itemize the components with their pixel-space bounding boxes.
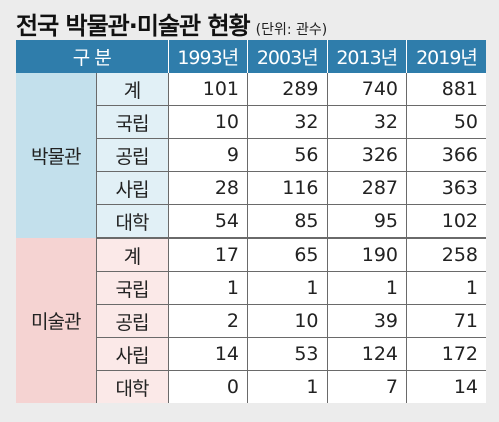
- cell-value: 1: [167, 271, 248, 305]
- cell-value: 56: [247, 138, 327, 172]
- cell-value: 1: [326, 271, 407, 305]
- cell-value: 14: [167, 337, 248, 371]
- table-row: 국립 1 1 1 1: [16, 271, 486, 305]
- cell-value: 7: [326, 370, 407, 403]
- cell-value: 124: [326, 337, 407, 371]
- table-row: 미술관 계 17 65 190 258: [16, 238, 486, 403]
- table-row: 국립 10 32 32 50: [16, 105, 486, 139]
- cell-value: 10: [167, 105, 248, 139]
- page-title: 전국 박물관·미술관 현황: [16, 12, 251, 40]
- cell-value: 28: [167, 171, 248, 205]
- table-row: 공립 9 56 326 366: [16, 138, 486, 172]
- table-row: 사립 28 116 287 363: [16, 171, 486, 205]
- header-year: 2013년: [326, 40, 407, 73]
- cell-value: 102: [406, 204, 486, 239]
- cell-value: 85: [247, 204, 327, 239]
- cell-value: 9: [167, 138, 248, 172]
- cell-value: 0: [167, 370, 248, 403]
- cell-value: 10: [247, 304, 327, 338]
- cell-value: 1: [247, 370, 327, 403]
- cell-value: 54: [167, 204, 248, 239]
- row-label: 공립: [95, 304, 168, 338]
- row-label: 계: [95, 238, 168, 272]
- table-row: 대학 0 1 7 14: [16, 370, 486, 403]
- cell-value: 287: [326, 171, 407, 205]
- cell-value: 50: [406, 105, 486, 139]
- cell-value: 881: [406, 73, 486, 106]
- cell-value: 39: [326, 304, 407, 338]
- row-label: 사립: [95, 337, 168, 371]
- table-row: 공립 2 10 39 71: [16, 304, 486, 338]
- header-year: 2019년: [406, 40, 486, 73]
- group-label-museum: 박물관: [16, 73, 96, 238]
- row-label: 국립: [95, 105, 168, 139]
- header-category: 구 분: [16, 40, 168, 73]
- cell-value: 289: [247, 73, 327, 106]
- row-label: 대학: [95, 204, 168, 239]
- cell-value: 172: [406, 337, 486, 371]
- cell-value: 366: [406, 138, 486, 172]
- cell-value: 2: [167, 304, 248, 338]
- cell-value: 32: [326, 105, 407, 139]
- cell-value: 53: [247, 337, 327, 371]
- cell-value: 71: [406, 304, 486, 338]
- row-label: 국립: [95, 271, 168, 305]
- cell-value: 326: [326, 138, 407, 172]
- cell-value: 1: [247, 271, 327, 305]
- cell-value: 17: [167, 238, 248, 272]
- table-row: 사립 14 53 124 172: [16, 337, 486, 371]
- cell-value: 14: [406, 370, 486, 403]
- table-header-row: 구 분 1993년 2003년 2013년 2019년: [16, 40, 486, 73]
- title-row: 전국 박물관·미술관 현황 (단위: 관수): [16, 6, 328, 40]
- table-row: 대학 54 85 95 102: [16, 204, 486, 239]
- cell-value: 1: [406, 271, 486, 305]
- row-label: 계: [95, 73, 168, 106]
- header-year: 2003년: [247, 40, 327, 73]
- cell-value: 101: [167, 73, 248, 106]
- row-label: 공립: [95, 138, 168, 172]
- header-year: 1993년: [167, 40, 248, 73]
- table-row: 박물관 계 101 289 740 881: [16, 73, 486, 238]
- cell-value: 740: [326, 73, 407, 106]
- row-label: 대학: [95, 370, 168, 403]
- cell-value: 95: [326, 204, 407, 239]
- cell-value: 32: [247, 105, 327, 139]
- row-label: 사립: [95, 171, 168, 205]
- cell-value: 65: [247, 238, 327, 272]
- unit-note: (단위: 관수): [255, 22, 328, 38]
- cell-value: 363: [406, 171, 486, 205]
- museum-stats-table: 구 분 1993년 2003년 2013년 2019년 박물관 계 101 28…: [16, 40, 486, 403]
- cell-value: 258: [406, 238, 486, 272]
- cell-value: 116: [247, 171, 327, 205]
- cell-value: 190: [326, 238, 407, 272]
- group-label-art: 미술관: [16, 238, 96, 403]
